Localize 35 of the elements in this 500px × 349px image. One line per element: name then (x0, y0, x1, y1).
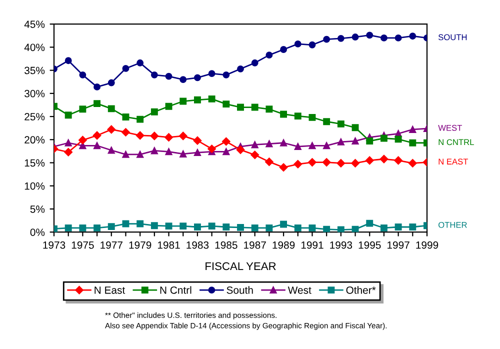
y-tick-label: 30% (24, 90, 45, 98)
y-tick-label: 15% (24, 159, 45, 167)
x-tick-label: 1985 (215, 241, 238, 249)
x-tick-label: 1997 (388, 241, 410, 249)
legend-label: South (226, 286, 253, 294)
legend-label: Other* (346, 286, 376, 294)
legend-label: N East (94, 286, 126, 294)
x-tick-label: 1979 (129, 241, 152, 249)
x-tick-label: 1995 (358, 241, 381, 249)
y-tick-label: 10% (24, 182, 45, 190)
x-axis-title: FISCAL YEAR (206, 262, 276, 270)
text: WEST (438, 124, 462, 131)
y-tick-label: 35% (24, 66, 45, 74)
y-tick-label: 20% (24, 136, 45, 144)
text: OTHER (438, 222, 467, 228)
x-tick-label: 1977 (100, 241, 122, 249)
text: N EAST (438, 158, 468, 165)
x-tick-label: 1975 (72, 241, 94, 249)
text: N CNTRL (438, 139, 474, 146)
x-tick-label: 1983 (186, 241, 209, 249)
text: SOUTH (438, 34, 467, 40)
x-tick-label: 1991 (301, 241, 324, 249)
x-tick-label: 1981 (158, 241, 180, 249)
x-tick-label: 1973 (43, 241, 66, 249)
x-tick-label: 1987 (244, 241, 266, 249)
y-tick-label: 5% (30, 206, 45, 213)
x-tick-label: 1989 (272, 241, 295, 249)
x-tick-label: 1999 (416, 241, 438, 249)
y-tick-label: 45% (24, 20, 45, 28)
y-tick-label: 25% (24, 113, 45, 120)
y-tick-label: 0% (30, 228, 45, 236)
legend-label: West (288, 286, 312, 294)
legend-label: N Cntrl (160, 286, 192, 294)
x-tick-label: 1993 (330, 241, 352, 249)
y-tick-label: 40% (24, 44, 45, 52)
